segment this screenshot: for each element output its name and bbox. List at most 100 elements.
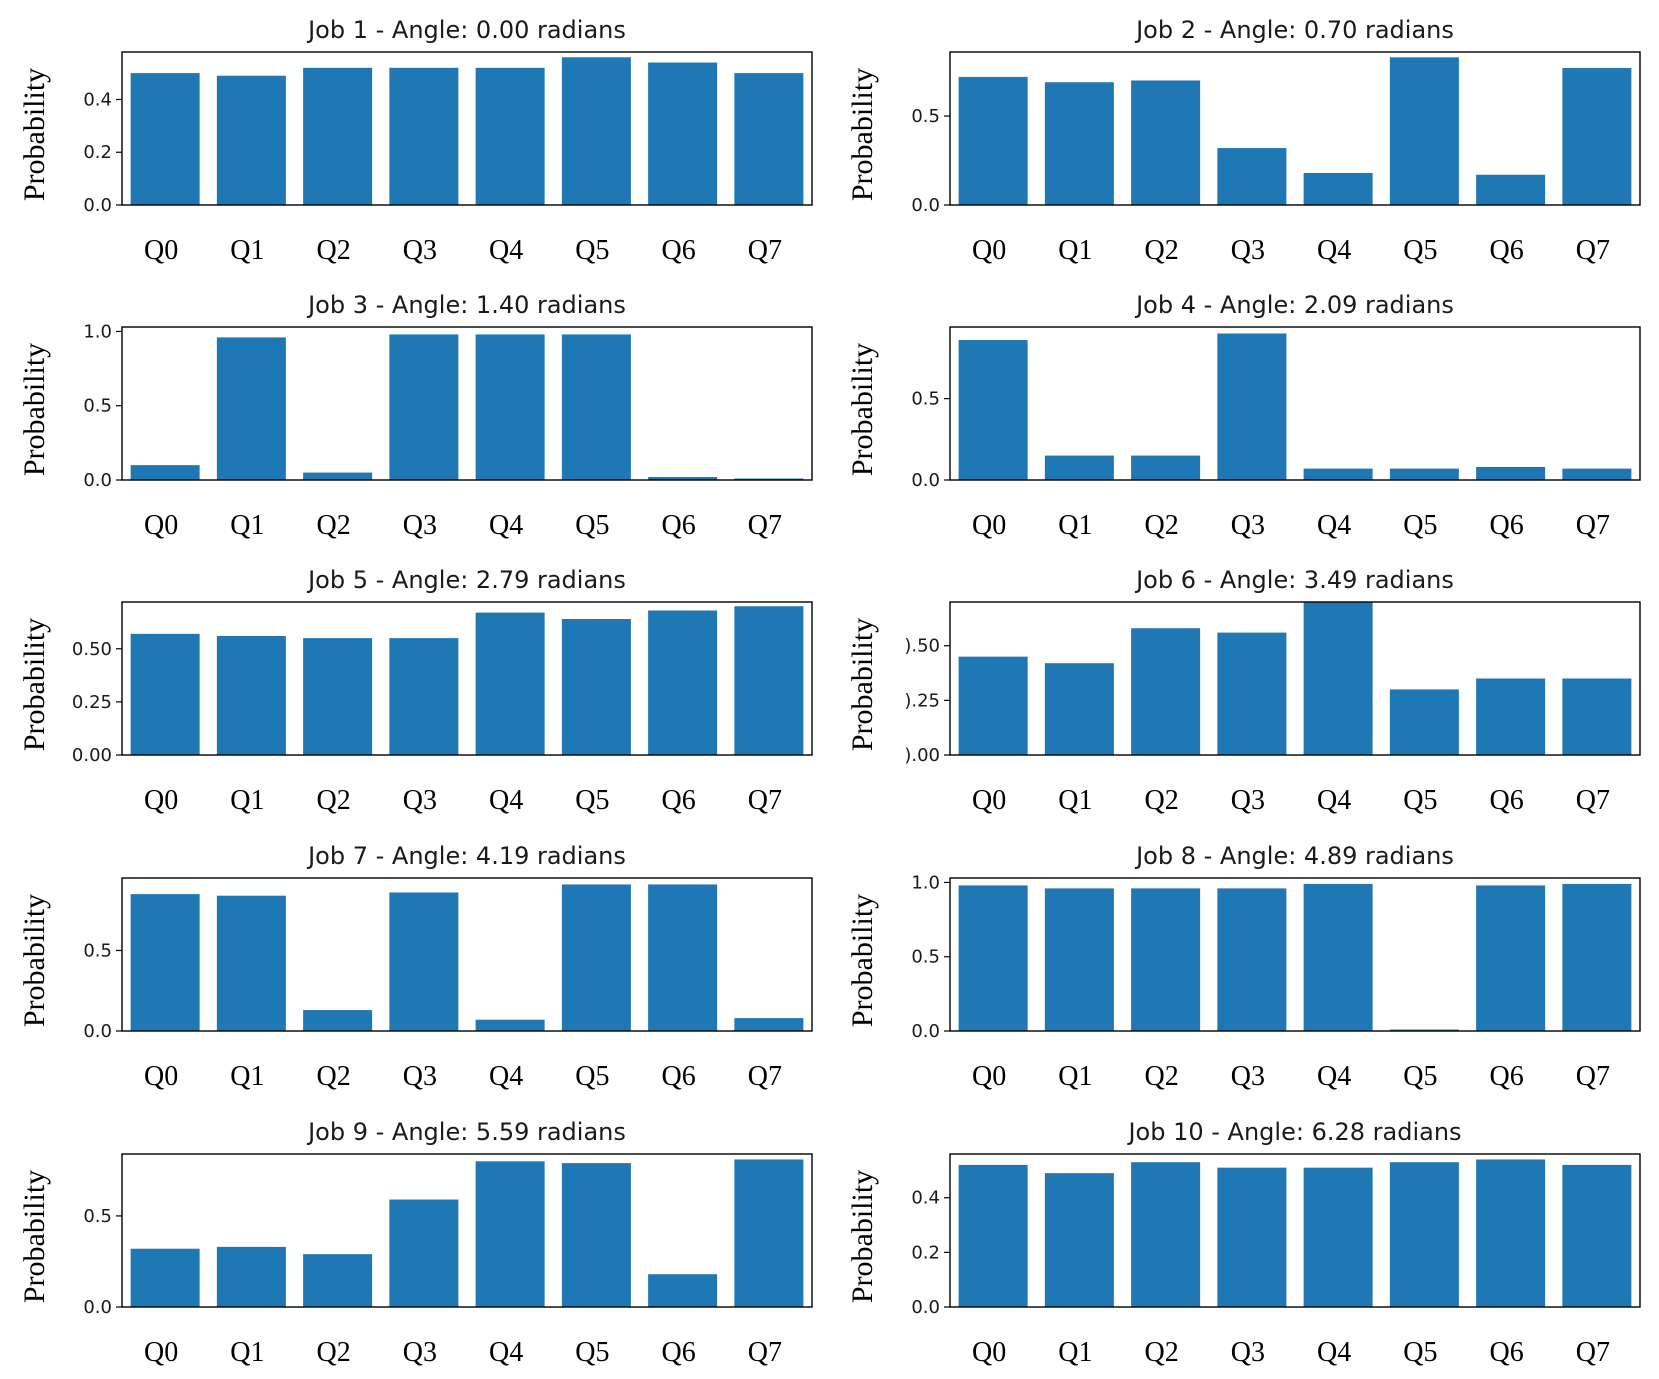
x-tick-label: Q2 xyxy=(1145,1061,1179,1092)
bar-q4 xyxy=(1303,468,1373,480)
y-tick-label: 0.4 xyxy=(911,1188,940,1209)
bar-q6 xyxy=(648,477,718,480)
bar-q1 xyxy=(216,337,286,480)
chart-title: Job 2 - Angle: 0.70 radians xyxy=(1134,16,1454,44)
y-tick-label: ).25 xyxy=(904,690,940,711)
x-tick-label: Q6 xyxy=(1490,1337,1524,1368)
chart-job-10: Job 10 - Angle: 6.28 radians 0.0 0.2 0.4 Q0 Q… xyxy=(846,1118,1641,1368)
x-tick-label: Q5 xyxy=(575,1337,609,1368)
bar-q7 xyxy=(1562,68,1632,205)
y-axis-label: Probability xyxy=(846,1170,879,1303)
x-tick-label: Q6 xyxy=(662,510,696,541)
bar-q7 xyxy=(734,1018,804,1031)
y-tick-label: 0.0 xyxy=(83,1297,112,1318)
x-tick-label: Q0 xyxy=(144,235,178,266)
x-tick-label: Q6 xyxy=(662,785,696,816)
bar-q3 xyxy=(389,1199,459,1307)
y-tick-label: 1.0 xyxy=(83,321,112,342)
chart-job-9: Job 9 - Angle: 5.59 radians 0.0 0.5 Q0 Q1 Q2 Q… xyxy=(18,1118,813,1368)
y-tick-label: 0.0 xyxy=(83,1021,112,1042)
x-tick-label: Q4 xyxy=(489,235,523,266)
bar-q2 xyxy=(1131,888,1201,1031)
x-tick-label: Q5 xyxy=(575,510,609,541)
bar-q5 xyxy=(1389,57,1459,206)
x-tick-label: Q4 xyxy=(1317,1337,1351,1368)
x-tick-label: Q3 xyxy=(403,235,437,266)
x-tick-label: Q1 xyxy=(1058,1061,1092,1092)
bar-q5 xyxy=(1389,1162,1459,1307)
bar-q4 xyxy=(1303,883,1373,1031)
bar-q0 xyxy=(130,465,200,480)
x-tick-label: Q3 xyxy=(1231,510,1265,541)
x-tick-label: Q0 xyxy=(144,510,178,541)
bar-q7 xyxy=(1562,468,1632,480)
bar-q6 xyxy=(648,62,718,205)
x-tick-label: Q3 xyxy=(403,510,437,541)
plot-frame xyxy=(949,51,1641,206)
x-tick-label: Q5 xyxy=(1403,1337,1437,1368)
y-axis-label: Probability xyxy=(18,618,51,751)
x-tick-label: Q4 xyxy=(489,1061,523,1092)
y-tick-label: 0.5 xyxy=(83,396,112,417)
y-tick-label: 0.0 xyxy=(83,470,112,491)
y-tick-label: 0.2 xyxy=(911,1242,940,1263)
y-tick-label: ).00 xyxy=(904,745,940,766)
bar-q2 xyxy=(1131,455,1201,480)
chart-title: Job 7 - Angle: 4.19 radians xyxy=(306,842,626,870)
x-tick-label: Q2 xyxy=(317,235,351,266)
x-tick-label: Q7 xyxy=(748,785,782,816)
y-axis-label: Probability xyxy=(846,618,879,751)
bar-q3 xyxy=(1217,1167,1287,1307)
y-tick-label: 0.0 xyxy=(911,1021,940,1042)
y-tick-label: 0.0 xyxy=(911,1297,940,1318)
bar-q3 xyxy=(1217,632,1287,755)
bar-q6 xyxy=(648,1274,718,1307)
bar-q7 xyxy=(1562,883,1632,1031)
chart-title: Job 8 - Angle: 4.89 radians xyxy=(1134,842,1454,870)
bar-q3 xyxy=(1217,148,1287,205)
x-tick-label: Q0 xyxy=(972,235,1006,266)
y-tick-label: ).50 xyxy=(904,636,940,657)
bar-q3 xyxy=(1217,888,1287,1031)
bar-q3 xyxy=(1217,333,1287,480)
x-tick-label: Q3 xyxy=(1231,785,1265,816)
bar-q2 xyxy=(303,472,373,480)
y-axis-label: Probability xyxy=(846,343,879,476)
y-axis-label: Probability xyxy=(18,343,51,476)
x-tick-label: Q1 xyxy=(230,510,264,541)
bar-q1 xyxy=(1044,1173,1114,1307)
x-tick-label: Q2 xyxy=(317,510,351,541)
chart-job-1: Job 1 - Angle: 0.00 radians 0.0 0.2 0.4 Q0 Q1… xyxy=(18,16,813,266)
bar-q0 xyxy=(958,76,1028,205)
x-tick-label: Q7 xyxy=(1576,1337,1610,1368)
bar-q1 xyxy=(1044,888,1114,1031)
chart-title: Job 4 - Angle: 2.09 radians xyxy=(1134,291,1454,319)
x-tick-label: Q6 xyxy=(662,1337,696,1368)
x-tick-label: Q4 xyxy=(1317,510,1351,541)
bar-q4 xyxy=(475,1161,545,1307)
bar-q3 xyxy=(389,638,459,755)
x-tick-label: Q2 xyxy=(317,1061,351,1092)
chart-job-3: Job 3 - Angle: 1.40 radians 0.0 0.5 1.0 Q0 Q1… xyxy=(18,291,813,541)
chart-title: Job 3 - Angle: 1.40 radians xyxy=(306,291,626,319)
bar-q4 xyxy=(475,67,545,205)
y-axis-label: Probability xyxy=(846,894,879,1027)
x-tick-label: Q1 xyxy=(1058,785,1092,816)
bar-q5 xyxy=(1389,689,1459,755)
chart-title: Job 9 - Angle: 5.59 radians xyxy=(306,1118,626,1146)
y-tick-label: 0.5 xyxy=(83,940,112,961)
bar-q3 xyxy=(389,892,459,1031)
x-tick-label: Q0 xyxy=(972,1061,1006,1092)
bar-q1 xyxy=(1044,663,1114,755)
bar-q6 xyxy=(648,884,718,1031)
bar-q3 xyxy=(389,334,459,480)
bar-q2 xyxy=(303,638,373,755)
bar-q6 xyxy=(1476,466,1546,480)
chart-job-7: Job 7 - Angle: 4.19 radians 0.0 0.5 Q0 Q1 Q2 Q… xyxy=(18,842,813,1092)
x-tick-label: Q7 xyxy=(1576,235,1610,266)
bar-q1 xyxy=(1044,82,1114,205)
x-tick-label: Q4 xyxy=(1317,1061,1351,1092)
bar-q6 xyxy=(1476,885,1546,1031)
bar-q0 xyxy=(130,633,200,755)
bar-q7 xyxy=(1562,1164,1632,1307)
